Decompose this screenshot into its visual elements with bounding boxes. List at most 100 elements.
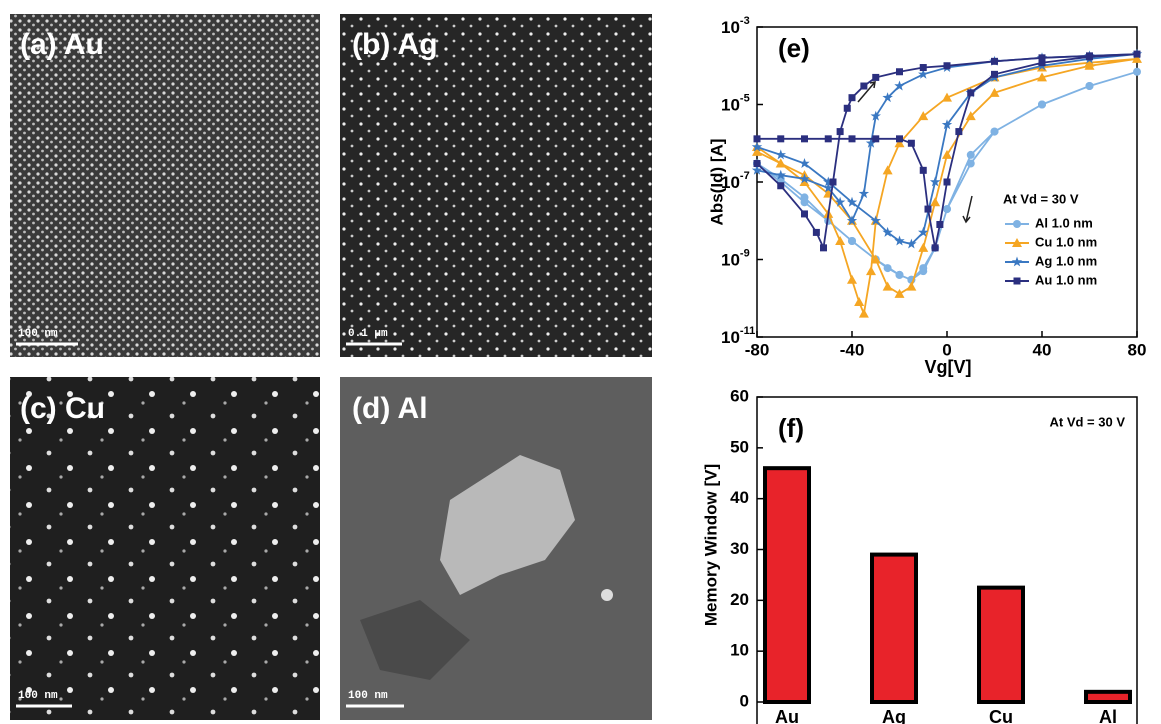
marker bbox=[967, 160, 975, 168]
marker bbox=[776, 159, 786, 168]
y-tick-label: 10 bbox=[730, 641, 749, 660]
panel-label: (f) bbox=[778, 413, 804, 443]
marker bbox=[1134, 51, 1141, 58]
y-tick-label: 0 bbox=[740, 691, 749, 710]
marker bbox=[801, 210, 808, 217]
y-tick-label: 50 bbox=[730, 437, 749, 456]
x-tick-label: Al bbox=[1099, 707, 1117, 724]
marker bbox=[848, 237, 856, 245]
marker bbox=[944, 62, 951, 69]
marker bbox=[835, 236, 845, 245]
legend-label: Ag 1.0 nm bbox=[1035, 253, 1097, 268]
image-label: (c) Cu bbox=[20, 392, 105, 425]
marker bbox=[1086, 53, 1093, 60]
marker bbox=[944, 179, 951, 186]
marker bbox=[918, 243, 928, 252]
marker bbox=[895, 289, 905, 298]
marker bbox=[967, 151, 975, 159]
marker bbox=[820, 244, 827, 251]
legend-label: Al 1.0 nm bbox=[1035, 215, 1093, 230]
y-tick-label: 20 bbox=[730, 590, 749, 609]
marker bbox=[866, 266, 876, 275]
image-label: (a) Au bbox=[20, 28, 104, 61]
bar bbox=[765, 468, 809, 702]
marker bbox=[830, 179, 837, 186]
marker bbox=[967, 89, 974, 96]
legend-label: Au 1.0 nm bbox=[1035, 272, 1097, 287]
marker bbox=[837, 128, 844, 135]
bar bbox=[979, 588, 1023, 702]
marker bbox=[859, 309, 869, 318]
marker bbox=[920, 64, 927, 71]
marker bbox=[991, 58, 998, 65]
marker bbox=[777, 135, 784, 142]
marker bbox=[754, 135, 761, 142]
marker bbox=[883, 165, 893, 174]
legend-label: Cu 1.0 nm bbox=[1035, 234, 1097, 249]
marker bbox=[849, 135, 856, 142]
marker bbox=[1086, 82, 1094, 90]
bar bbox=[1086, 692, 1130, 702]
x-tick-label: 80 bbox=[1128, 340, 1147, 359]
scale-bar-label: 0.1 µm bbox=[348, 328, 388, 340]
sem-image-c: (c) Cu 100 nm bbox=[10, 377, 320, 720]
marker bbox=[884, 264, 892, 272]
legend-title: At Vd = 30 V bbox=[1003, 191, 1079, 206]
marker bbox=[847, 275, 857, 284]
sweep-arrow bbox=[963, 196, 972, 222]
x-axis-label: Vg[V] bbox=[925, 357, 972, 377]
marker bbox=[813, 229, 820, 236]
marker bbox=[943, 205, 951, 213]
image-label: (b) Ag bbox=[352, 28, 438, 61]
marker bbox=[872, 74, 879, 81]
y-tick-label: 30 bbox=[730, 539, 749, 558]
scale-bar-label: 100 nm bbox=[18, 328, 58, 340]
marker bbox=[894, 236, 904, 246]
marker bbox=[942, 150, 952, 159]
figure: (a) Au 100 nm (b) Ag 0.1 µm (c) Cu 100 n… bbox=[0, 0, 1161, 724]
marker bbox=[872, 135, 879, 142]
x-tick-label: -80 bbox=[745, 340, 770, 359]
marker bbox=[801, 193, 809, 201]
panel-label: (e) bbox=[778, 33, 810, 63]
y-tick-label: 40 bbox=[730, 488, 749, 507]
y-tick-label: 10-5 bbox=[721, 92, 750, 115]
x-tick-label: Au bbox=[775, 707, 799, 724]
sem-image-b: (b) Ag 0.1 µm bbox=[340, 14, 652, 357]
y-tick-label: 60 bbox=[730, 386, 749, 405]
legend-marker bbox=[1013, 220, 1021, 228]
marker bbox=[955, 128, 962, 135]
marker bbox=[777, 182, 784, 189]
y-tick-label: 10-9 bbox=[721, 247, 750, 270]
marker bbox=[991, 71, 998, 78]
legend-marker bbox=[1012, 257, 1022, 267]
scale-bar-label: 100 nm bbox=[18, 690, 58, 702]
plot-frame bbox=[757, 397, 1137, 724]
scale-bar-label: 100 nm bbox=[348, 690, 388, 702]
bar bbox=[872, 555, 916, 702]
marker bbox=[908, 140, 915, 147]
marker bbox=[1133, 68, 1141, 76]
marker bbox=[1039, 59, 1046, 66]
annotation: At Vd = 30 V bbox=[1050, 414, 1126, 429]
marker bbox=[854, 297, 864, 306]
x-tick-label: Cu bbox=[989, 707, 1013, 724]
marker bbox=[849, 94, 856, 101]
marker bbox=[925, 206, 932, 213]
marker bbox=[844, 105, 851, 112]
marker bbox=[1038, 101, 1046, 109]
sem-image-a: (a) Au 100 nm bbox=[10, 14, 320, 357]
x-tick-label: -40 bbox=[840, 340, 865, 359]
x-tick-label: Ag bbox=[882, 707, 906, 724]
marker bbox=[936, 221, 943, 228]
marker bbox=[801, 135, 808, 142]
marker bbox=[906, 282, 916, 291]
y-axis-label: Abs(Id) [A] bbox=[707, 139, 726, 226]
legend-marker bbox=[1014, 278, 1021, 285]
sem-image-d: (d) Al 100 nm bbox=[340, 377, 652, 720]
marker bbox=[883, 282, 893, 291]
marker bbox=[896, 135, 903, 142]
marker bbox=[825, 135, 832, 142]
marker bbox=[860, 83, 867, 90]
marker bbox=[859, 188, 870, 198]
